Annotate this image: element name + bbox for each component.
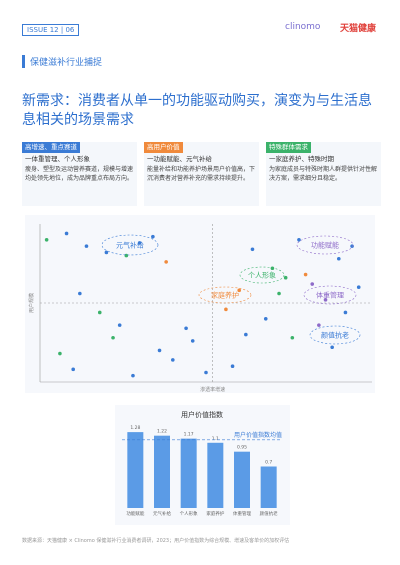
card-subtitle: 一体重管理、个人形象 <box>25 155 90 163</box>
point <box>84 244 89 248</box>
point <box>250 247 255 252</box>
cluster-label: 家庭养护 <box>211 291 239 300</box>
cluster-label: 个人形象 <box>248 271 276 280</box>
x-tick-label: 体重管理 <box>233 510 251 517</box>
cluster-label: 体重管理 <box>316 291 344 300</box>
point <box>330 345 334 350</box>
bar <box>180 438 197 508</box>
x-tick-label: 元气补给 <box>153 510 171 517</box>
point <box>310 282 315 286</box>
point <box>117 323 122 327</box>
logo: 天猫健康 <box>340 24 377 34</box>
card-title: 高增速、重点赛道 <box>22 142 80 153</box>
point <box>204 370 208 375</box>
card-body: 能量补给和功能养护场景用户价值高，下沉消费者对营养补充的需求持续提升。 <box>147 166 256 182</box>
mean-label: 用户价值指数均值 <box>234 431 282 439</box>
point <box>71 367 75 372</box>
card-subtitle: 一家庭养护、特殊时期 <box>269 155 334 163</box>
card-title: 高用户价值 <box>144 142 183 153</box>
point <box>323 298 328 302</box>
bar <box>154 435 170 508</box>
value-label: 1.28 <box>130 425 140 431</box>
cluster-outline <box>198 286 252 304</box>
x-tick-label: 颜值抗老 <box>260 510 278 517</box>
point <box>184 326 188 331</box>
point <box>97 310 102 315</box>
cluster-outline <box>309 325 361 345</box>
point <box>190 339 195 343</box>
chart-background <box>25 215 375 393</box>
point <box>277 291 281 296</box>
cluster-label: 颜值抗老 <box>321 331 349 340</box>
cluster-outline <box>101 234 159 256</box>
point <box>297 238 301 242</box>
card-body: 瘦身、塑型及运动营养赛道，规模与增速均处领先地位，成为品牌重点布局方向。 <box>25 166 134 182</box>
axis-label: 渗透率增速 <box>200 386 225 393</box>
point <box>78 291 82 296</box>
point <box>164 260 168 264</box>
cluster-outline <box>296 235 354 255</box>
point <box>356 285 361 289</box>
point <box>124 253 129 258</box>
cluster-label: 功能赋能 <box>311 241 339 250</box>
point <box>230 364 235 368</box>
point <box>171 358 175 362</box>
x-tick-label: 家庭养护 <box>206 510 224 517</box>
point <box>64 231 69 236</box>
issue-tag: ISSUE 12 | 06 <box>22 24 80 36</box>
bar <box>234 451 250 508</box>
point <box>244 332 248 337</box>
point <box>44 238 49 242</box>
bar <box>260 466 277 508</box>
cluster-outline <box>239 266 285 284</box>
point <box>343 310 348 315</box>
point <box>111 335 115 340</box>
value-label: 1.22 <box>157 429 167 435</box>
card: 特殊群体需求一家庭养护、特殊时期为家庭成员与特殊时期人群提供针对性解决方案，需求… <box>266 142 381 206</box>
value-label: 0.7 <box>265 460 272 466</box>
card: 高增速、重点赛道一体重管理、个人形象瘦身、塑型及运动营养赛道，规模与增速均处领先… <box>22 142 137 206</box>
point <box>58 351 62 356</box>
axis-label: 用户规模 <box>28 293 35 313</box>
point <box>350 244 354 248</box>
logo: clinomo <box>285 22 321 32</box>
point <box>151 234 155 239</box>
footer: 数据来源：天猫健康 × Clinomo 保健滋补行业消费者调研，2023；用户价… <box>22 538 290 544</box>
cluster-label: 元气补给 <box>116 241 144 250</box>
point <box>157 348 162 353</box>
point <box>337 256 341 261</box>
card-subtitle: 一功能赋能、元气补给 <box>147 155 212 163</box>
card: 高用户价值一功能赋能、元气补给能量补给和功能养护场景用户价值高，下沉消费者对营养… <box>144 142 259 206</box>
cluster-outline <box>303 285 357 305</box>
bar <box>207 442 224 508</box>
point <box>137 241 142 245</box>
point <box>263 317 268 321</box>
point <box>317 323 321 327</box>
point <box>237 288 241 293</box>
point <box>283 275 288 280</box>
value-label: 0.95 <box>237 445 247 451</box>
value-label: 1.17 <box>184 432 194 438</box>
point <box>303 272 308 277</box>
card-body: 为家庭成员与特殊时期人群提供针对性解决方案，需求细分且稳定。 <box>269 166 378 182</box>
section-title: 保健滋补行业捕捉 <box>22 55 102 68</box>
page-title: 新需求：消费者从单一的功能驱动购买，演变为与生活息息相关的场景需求 <box>22 93 372 128</box>
point <box>104 250 109 255</box>
x-tick-label: 个人形象 <box>180 510 198 517</box>
value-label: 1.1 <box>212 436 219 442</box>
x-tick-label: 功能赋能 <box>126 510 144 517</box>
card-title: 特殊群体需求 <box>266 142 311 153</box>
bar-chart: 用户价值指数 1.28 功能赋能 1.22 元气补给 1.17 个人形象 1.1 家庭养护 0.9… <box>115 405 290 525</box>
point <box>131 373 135 378</box>
point <box>224 307 228 312</box>
point <box>290 335 295 340</box>
chart-title: 用户价值指数 <box>181 410 223 419</box>
bar <box>127 432 144 508</box>
